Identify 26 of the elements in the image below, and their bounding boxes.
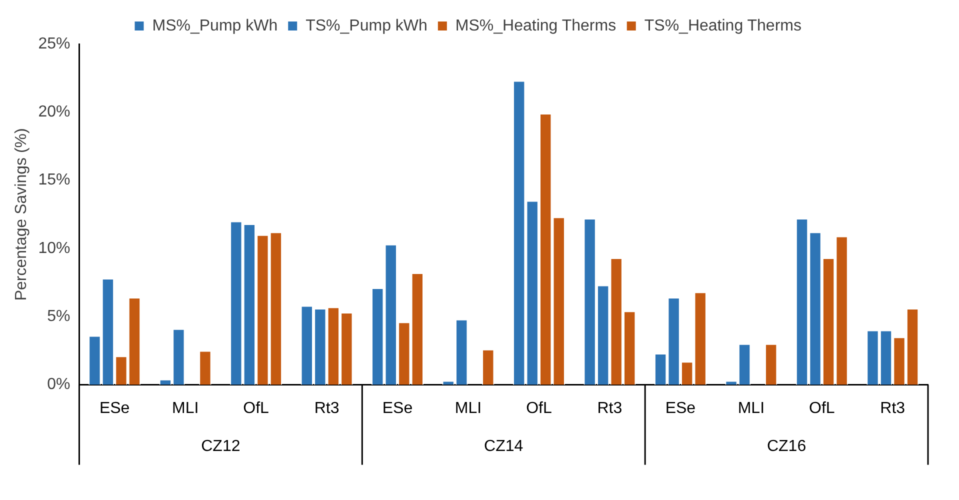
y-tick-label: 5% [47,308,70,326]
legend-label: MS%_Heating Therms [455,17,616,34]
x-tick-label: ESe [99,400,130,417]
x-tick-label: Rt3 [880,400,906,417]
legend-label: MS%_Pump kWh [152,17,278,34]
y-tick-label: 20% [38,104,70,121]
x-tick-label: ESe [382,400,413,417]
x-tick-label: MLI [738,400,765,417]
x-tick-label: Rt3 [597,400,622,417]
x-tick-label: Rt3 [314,400,340,417]
x-tick-label: OfL [809,400,835,417]
legend-label: TS%_Heating Therms [644,17,802,34]
text: CZ14 [484,438,524,456]
legend-label: TS%_Pump kWh [306,17,428,34]
y-tick-label: 0% [47,376,70,394]
x-tick-label: OfL [526,400,552,417]
x-tick-label: OfL [243,400,270,417]
text: CZ12 [201,438,240,456]
y-tick-label: 25% [38,35,70,52]
text: CZ16 [766,438,806,456]
x-tick-label: MLI [172,400,199,417]
x-tick-label: ESe [665,400,696,417]
x-tick-label: MLI [454,400,482,417]
y-axis-title: Percentage Savings (%) [13,128,30,301]
y-tick-label: 15% [38,172,70,189]
y-tick-label: 10% [38,240,70,257]
